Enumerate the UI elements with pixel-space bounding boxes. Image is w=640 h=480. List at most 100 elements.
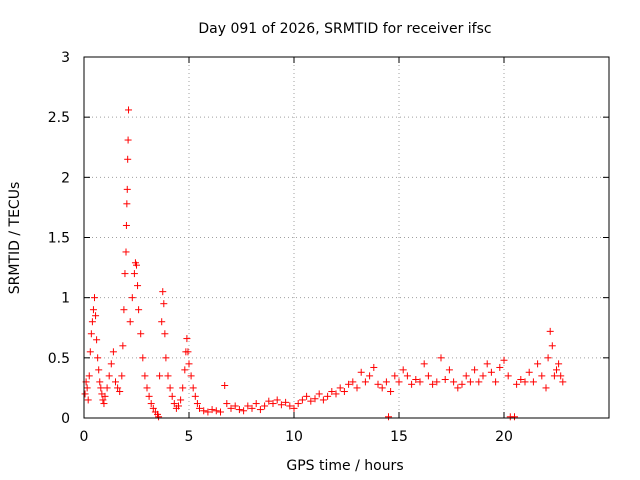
data-point — [159, 288, 166, 295]
data-point — [442, 376, 449, 383]
data-point — [303, 393, 310, 400]
data-point — [158, 318, 165, 325]
data-point — [112, 378, 119, 385]
data-point — [513, 381, 520, 388]
data-point — [450, 378, 457, 385]
data-point — [124, 186, 131, 193]
data-point — [366, 372, 373, 379]
data-point — [370, 364, 377, 371]
data-point — [177, 396, 184, 403]
data-point — [488, 369, 495, 376]
data-point — [385, 413, 392, 420]
data-point — [186, 360, 193, 367]
data-point — [557, 372, 564, 379]
data-point — [125, 137, 132, 144]
data-point — [129, 294, 136, 301]
data-point — [169, 393, 176, 400]
data-point — [137, 330, 144, 337]
data-point — [341, 388, 348, 395]
plot-frame — [84, 57, 609, 418]
x-tick-label: 0 — [80, 429, 89, 445]
data-point — [139, 354, 146, 361]
data-point — [120, 306, 127, 313]
data-point — [547, 328, 554, 335]
data-point — [156, 372, 163, 379]
data-point — [90, 306, 97, 313]
data-point — [438, 354, 445, 361]
data-point — [96, 378, 103, 385]
data-point — [538, 372, 545, 379]
x-tick-label: 10 — [285, 429, 303, 445]
data-point — [190, 384, 197, 391]
data-point — [545, 354, 552, 361]
data-point — [108, 360, 115, 367]
x-tick-label: 5 — [185, 429, 194, 445]
data-point — [324, 393, 331, 400]
data-point — [383, 378, 390, 385]
data-point — [299, 396, 306, 403]
data-point — [530, 378, 537, 385]
data-point — [106, 372, 113, 379]
data-point — [446, 366, 453, 373]
data-point — [127, 318, 134, 325]
data-point — [223, 400, 230, 407]
data-point — [274, 396, 281, 403]
y-tick-label: 2 — [61, 170, 70, 186]
data-point — [94, 354, 101, 361]
data-point — [110, 348, 117, 355]
data-point — [511, 413, 518, 420]
data-point — [496, 364, 503, 371]
data-point — [471, 366, 478, 373]
data-point — [396, 378, 403, 385]
data-point — [492, 378, 499, 385]
data-point — [261, 402, 268, 409]
data-point — [179, 384, 186, 391]
data-point — [217, 408, 224, 415]
data-point — [123, 200, 130, 207]
data-point — [379, 384, 386, 391]
data-point — [160, 300, 167, 307]
data-point — [534, 360, 541, 367]
data-point — [553, 366, 560, 373]
data-point — [135, 306, 142, 313]
data-point — [391, 372, 398, 379]
data-point — [119, 342, 126, 349]
data-point — [213, 407, 220, 414]
y-tick-label: 0 — [61, 411, 70, 427]
data-point — [100, 400, 107, 407]
grid-lines — [84, 57, 609, 418]
data-point — [92, 312, 99, 319]
data-point — [124, 156, 131, 163]
data-point — [543, 384, 550, 391]
data-point — [236, 406, 243, 413]
data-point — [404, 372, 411, 379]
data-point — [87, 348, 94, 355]
data-point — [161, 330, 168, 337]
y-tick-label: 1 — [61, 291, 70, 307]
data-point — [555, 360, 562, 367]
data-point — [84, 384, 91, 391]
data-point — [134, 282, 141, 289]
data-point — [131, 270, 138, 277]
data-point — [459, 381, 466, 388]
data-point — [165, 372, 172, 379]
data-point — [162, 354, 169, 361]
data-point — [408, 381, 415, 388]
data-point — [549, 342, 556, 349]
data-point — [93, 336, 100, 343]
data-point — [86, 372, 93, 379]
chart-title: Day 091 of 2026, SRMTID for receiver ifs… — [198, 21, 491, 37]
data-point — [240, 407, 247, 414]
data-point — [95, 366, 102, 373]
data-point — [501, 357, 508, 364]
data-point — [82, 390, 89, 397]
data-point — [141, 372, 148, 379]
data-point — [316, 390, 323, 397]
data-points — [82, 106, 567, 420]
data-point — [337, 384, 344, 391]
data-point — [467, 378, 474, 385]
data-point — [354, 384, 361, 391]
data-point — [320, 396, 327, 403]
y-axis-label: SRMTID / TECUs — [7, 182, 23, 295]
data-point — [125, 106, 132, 113]
